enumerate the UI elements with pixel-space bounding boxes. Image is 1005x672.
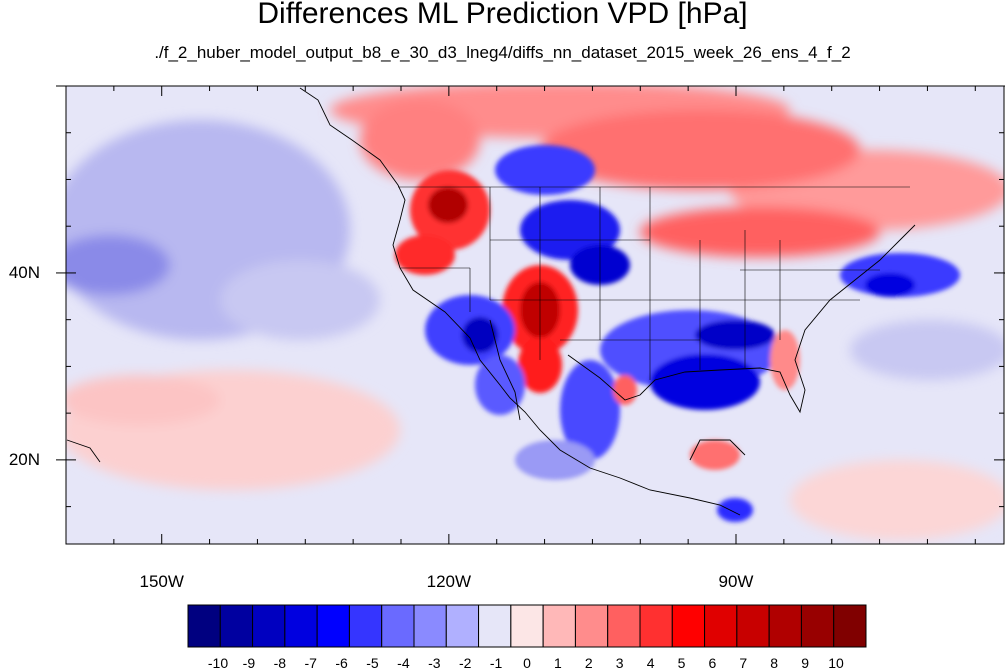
state-borders	[398, 186, 910, 380]
red-region-florida	[770, 330, 800, 390]
colorbar-box	[671, 604, 706, 648]
colorbar-label: 9	[801, 655, 809, 671]
lat-label: 20N	[8, 449, 40, 469]
blue-core-northeast	[865, 273, 915, 297]
colorbar-box	[348, 604, 383, 648]
colorbar-box	[187, 604, 221, 648]
blue-region-mexico-central	[560, 360, 620, 460]
red-region-california-north	[395, 235, 455, 275]
colorbar-label: 4	[646, 655, 655, 671]
colorbar-label: -1	[489, 655, 503, 671]
red-region-bc	[360, 100, 480, 180]
colorbar-label: -2	[458, 655, 472, 671]
colorbar-label: 8	[770, 655, 779, 671]
blue-region-montana	[495, 145, 595, 195]
blue-core-gulf	[650, 354, 760, 410]
colorbar-box	[768, 604, 802, 648]
colorbar-label: -7	[304, 655, 317, 671]
map-field	[66, 86, 1004, 544]
colorbar-label: 10	[828, 655, 844, 671]
colorbar-label: -8	[273, 655, 287, 671]
map-title: Differences ML Prediction VPD [hPa]	[257, 0, 748, 30]
colorbar-label: -5	[366, 655, 379, 671]
colorbar-label: -10	[207, 655, 229, 671]
colorbar-label: 7	[739, 655, 748, 671]
colorbar-box	[252, 604, 286, 648]
colorbar-box	[445, 604, 480, 648]
red-region-pacific-southwest	[66, 375, 220, 425]
colorbar-box	[478, 604, 512, 648]
red-region-yucatan	[690, 440, 740, 470]
colorbar-label: -6	[335, 655, 348, 671]
lat-label: 40N	[8, 262, 40, 282]
red-region-canada-central	[540, 110, 860, 190]
blue-region-pacific-mid	[220, 260, 380, 340]
colorbar-box	[800, 604, 835, 648]
blue-region-atlantic	[850, 320, 1004, 380]
colorbar-label: 1	[553, 655, 562, 671]
colorbar-label: 3	[615, 655, 624, 671]
red-region-gulf-coast	[613, 375, 637, 405]
colorbar-box	[219, 604, 254, 648]
map-frame	[65, 85, 1005, 545]
colorbar-label: -9	[242, 655, 256, 671]
blue-region-central-america	[717, 498, 753, 522]
colorbar-box	[704, 604, 738, 648]
red-region-caribbean	[790, 460, 1004, 540]
red-region-mexico-north	[518, 337, 562, 393]
colorbar-box	[542, 604, 576, 648]
colorbar-label: 0	[523, 655, 531, 671]
colorbar-box	[833, 604, 867, 648]
lon-label: 120W	[426, 572, 472, 591]
colorbar-box	[574, 604, 609, 648]
coastlines	[66, 87, 916, 516]
colorbar-box	[510, 604, 544, 648]
axis-ticks	[56, 85, 1005, 544]
colorbar-label: 6	[708, 655, 717, 671]
lon-label: 150W	[139, 572, 184, 591]
colorbar-label: -4	[397, 655, 410, 671]
blue-core-southeast	[695, 320, 775, 350]
blue-region-pacific-west	[66, 235, 170, 295]
colorbar-box	[736, 604, 770, 648]
colorbar-box	[284, 604, 318, 648]
colorbar-label: -3	[428, 655, 441, 671]
colorbar-box	[607, 604, 641, 648]
colorbar-box	[639, 604, 673, 648]
blue-core-southwest	[462, 317, 498, 353]
blue-region-plains-north	[520, 200, 620, 260]
lon-label: 90W	[718, 572, 754, 591]
colorbar-label: 5	[677, 655, 686, 671]
colorbar-box	[381, 604, 415, 648]
red-core-pacific-northwest	[428, 187, 468, 223]
map-subtitle: ./f_2_huber_model_output_b8_e_30_d3_lneg…	[154, 43, 851, 62]
blue-region-pacific-mexico	[515, 440, 595, 480]
colorbar-box	[316, 604, 350, 648]
colorbar-label: 2	[584, 655, 593, 671]
colorbar-box	[413, 604, 447, 648]
